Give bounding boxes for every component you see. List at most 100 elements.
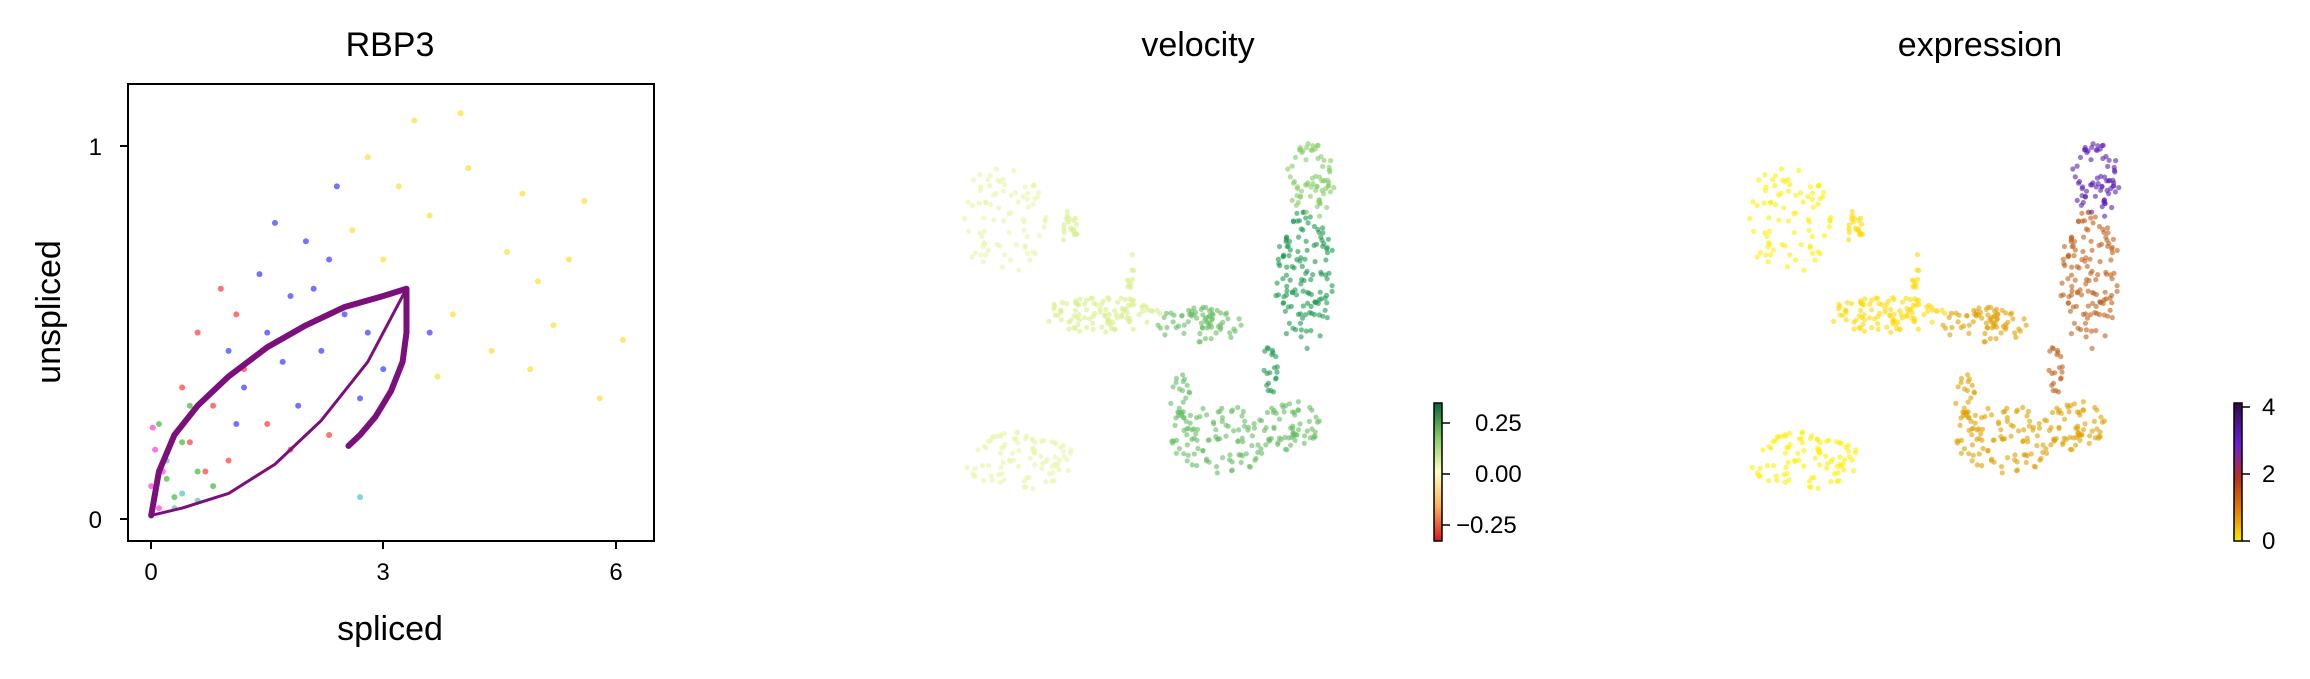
embedding-point bbox=[1040, 461, 1046, 467]
embedding-point bbox=[1076, 312, 1082, 318]
embedding-point bbox=[2083, 327, 2089, 333]
embedding-point bbox=[1065, 468, 1071, 474]
embedding-point bbox=[1899, 299, 1906, 305]
embedding-point bbox=[1073, 221, 1080, 227]
embedding-point bbox=[1011, 167, 1017, 174]
embedding-point bbox=[2072, 247, 2078, 253]
embedding-point bbox=[1322, 295, 1328, 301]
y-tick-label: 1 bbox=[89, 134, 102, 161]
embedding-point bbox=[1885, 298, 1892, 304]
scatter-point bbox=[519, 190, 526, 197]
embedding-point bbox=[1869, 297, 1875, 303]
embedding-point bbox=[1194, 426, 1201, 432]
embedding-point bbox=[999, 264, 1006, 270]
embedding-point bbox=[1302, 312, 1309, 318]
embedding-point bbox=[1106, 311, 1112, 317]
embedding-point bbox=[1049, 478, 1055, 484]
embedding-point bbox=[2068, 272, 2075, 278]
embedding-point bbox=[1781, 205, 1787, 211]
embedding-point bbox=[1888, 306, 1894, 313]
embedding-point bbox=[1310, 181, 1316, 187]
embedding-point bbox=[1979, 426, 1986, 432]
embedding-point bbox=[985, 177, 991, 183]
embedding-point bbox=[997, 179, 1003, 185]
embedding-point bbox=[1283, 272, 1290, 278]
embedding-point bbox=[1284, 288, 1290, 294]
embedding-point bbox=[985, 463, 992, 469]
embedding-point bbox=[1961, 446, 1967, 452]
embedding-point bbox=[2085, 227, 2091, 233]
embedding-point bbox=[2083, 334, 2089, 340]
expression-colorbar bbox=[2233, 402, 2243, 542]
embedding-point bbox=[1971, 389, 1977, 395]
embedding-point bbox=[1814, 436, 1820, 442]
embedding-point bbox=[1073, 300, 1079, 306]
embedding-point bbox=[1285, 304, 1291, 310]
embedding-point bbox=[1066, 326, 1072, 332]
embedding-point bbox=[1036, 233, 1042, 239]
embedding-point bbox=[2058, 293, 2064, 299]
embedding-point bbox=[962, 216, 968, 222]
embedding-point bbox=[2065, 300, 2072, 306]
embedding-point bbox=[997, 450, 1004, 456]
embedding-point bbox=[1021, 484, 1027, 490]
embedding-point bbox=[1022, 436, 1029, 442]
scatter-point bbox=[411, 117, 418, 124]
embedding-point bbox=[1090, 295, 1096, 301]
embedding-point bbox=[1955, 319, 1961, 325]
embedding-point bbox=[1801, 463, 1807, 469]
embedding-point bbox=[2090, 220, 2096, 226]
embedding-point bbox=[1129, 267, 1135, 273]
embedding-point bbox=[1163, 310, 1170, 316]
embedding-point bbox=[1187, 420, 1193, 426]
embedding-point bbox=[1963, 412, 1969, 418]
embedding-point bbox=[1298, 327, 1304, 333]
scatter-point bbox=[186, 402, 193, 409]
embedding-point bbox=[1298, 281, 1304, 287]
embedding-point bbox=[1869, 325, 1875, 331]
embedding-point bbox=[1999, 470, 2005, 476]
embedding-point bbox=[1806, 484, 1812, 490]
embedding-point bbox=[1242, 418, 1248, 424]
embedding-point bbox=[1764, 463, 1771, 469]
scatter-point bbox=[449, 311, 456, 318]
embedding-point bbox=[1177, 386, 1183, 392]
embedding-point bbox=[1875, 295, 1881, 301]
embedding-point bbox=[1295, 184, 1301, 190]
embedding-point bbox=[1309, 147, 1315, 153]
colorbar-tick-label: −0.25 bbox=[1456, 512, 1517, 539]
embedding-point bbox=[977, 172, 983, 178]
embedding-point bbox=[1032, 462, 1038, 468]
embedding-point bbox=[1286, 253, 1292, 259]
scatter-point bbox=[287, 293, 294, 300]
embedding-point bbox=[1154, 307, 1160, 313]
embedding-point bbox=[1016, 463, 1022, 469]
embedding-point bbox=[2108, 257, 2114, 263]
panel-rbp3: RBP3 0 3 6 1 0 spliced unspliced bbox=[30, 26, 655, 648]
scatter-point bbox=[426, 212, 433, 219]
embedding-point bbox=[1193, 431, 1199, 437]
embedding-point bbox=[1206, 459, 1212, 465]
embedding-point bbox=[1030, 201, 1036, 207]
embedding-point bbox=[1058, 309, 1064, 315]
embedding-point bbox=[1857, 307, 1864, 313]
embedding-point bbox=[2099, 204, 2105, 210]
embedding-point bbox=[1136, 312, 1142, 318]
embedding-point bbox=[1921, 312, 1927, 318]
embedding-point bbox=[1295, 199, 1301, 206]
embedding-point bbox=[1200, 304, 1206, 310]
embedding-point bbox=[2085, 288, 2091, 294]
embedding-point bbox=[985, 247, 991, 253]
embedding-point bbox=[1329, 283, 1335, 289]
embedding-point bbox=[1859, 231, 1865, 237]
embedding-point bbox=[1747, 216, 1753, 222]
embedding-point bbox=[2100, 142, 2106, 148]
embedding-point bbox=[2080, 311, 2086, 317]
scatter-point bbox=[155, 421, 162, 428]
embedding-point bbox=[1768, 445, 1774, 451]
scatter-point bbox=[163, 475, 170, 482]
scatter-point bbox=[434, 373, 441, 380]
embedding-point bbox=[1072, 307, 1079, 313]
embedding-point bbox=[1220, 455, 1226, 461]
embedding-point bbox=[1964, 313, 1970, 319]
